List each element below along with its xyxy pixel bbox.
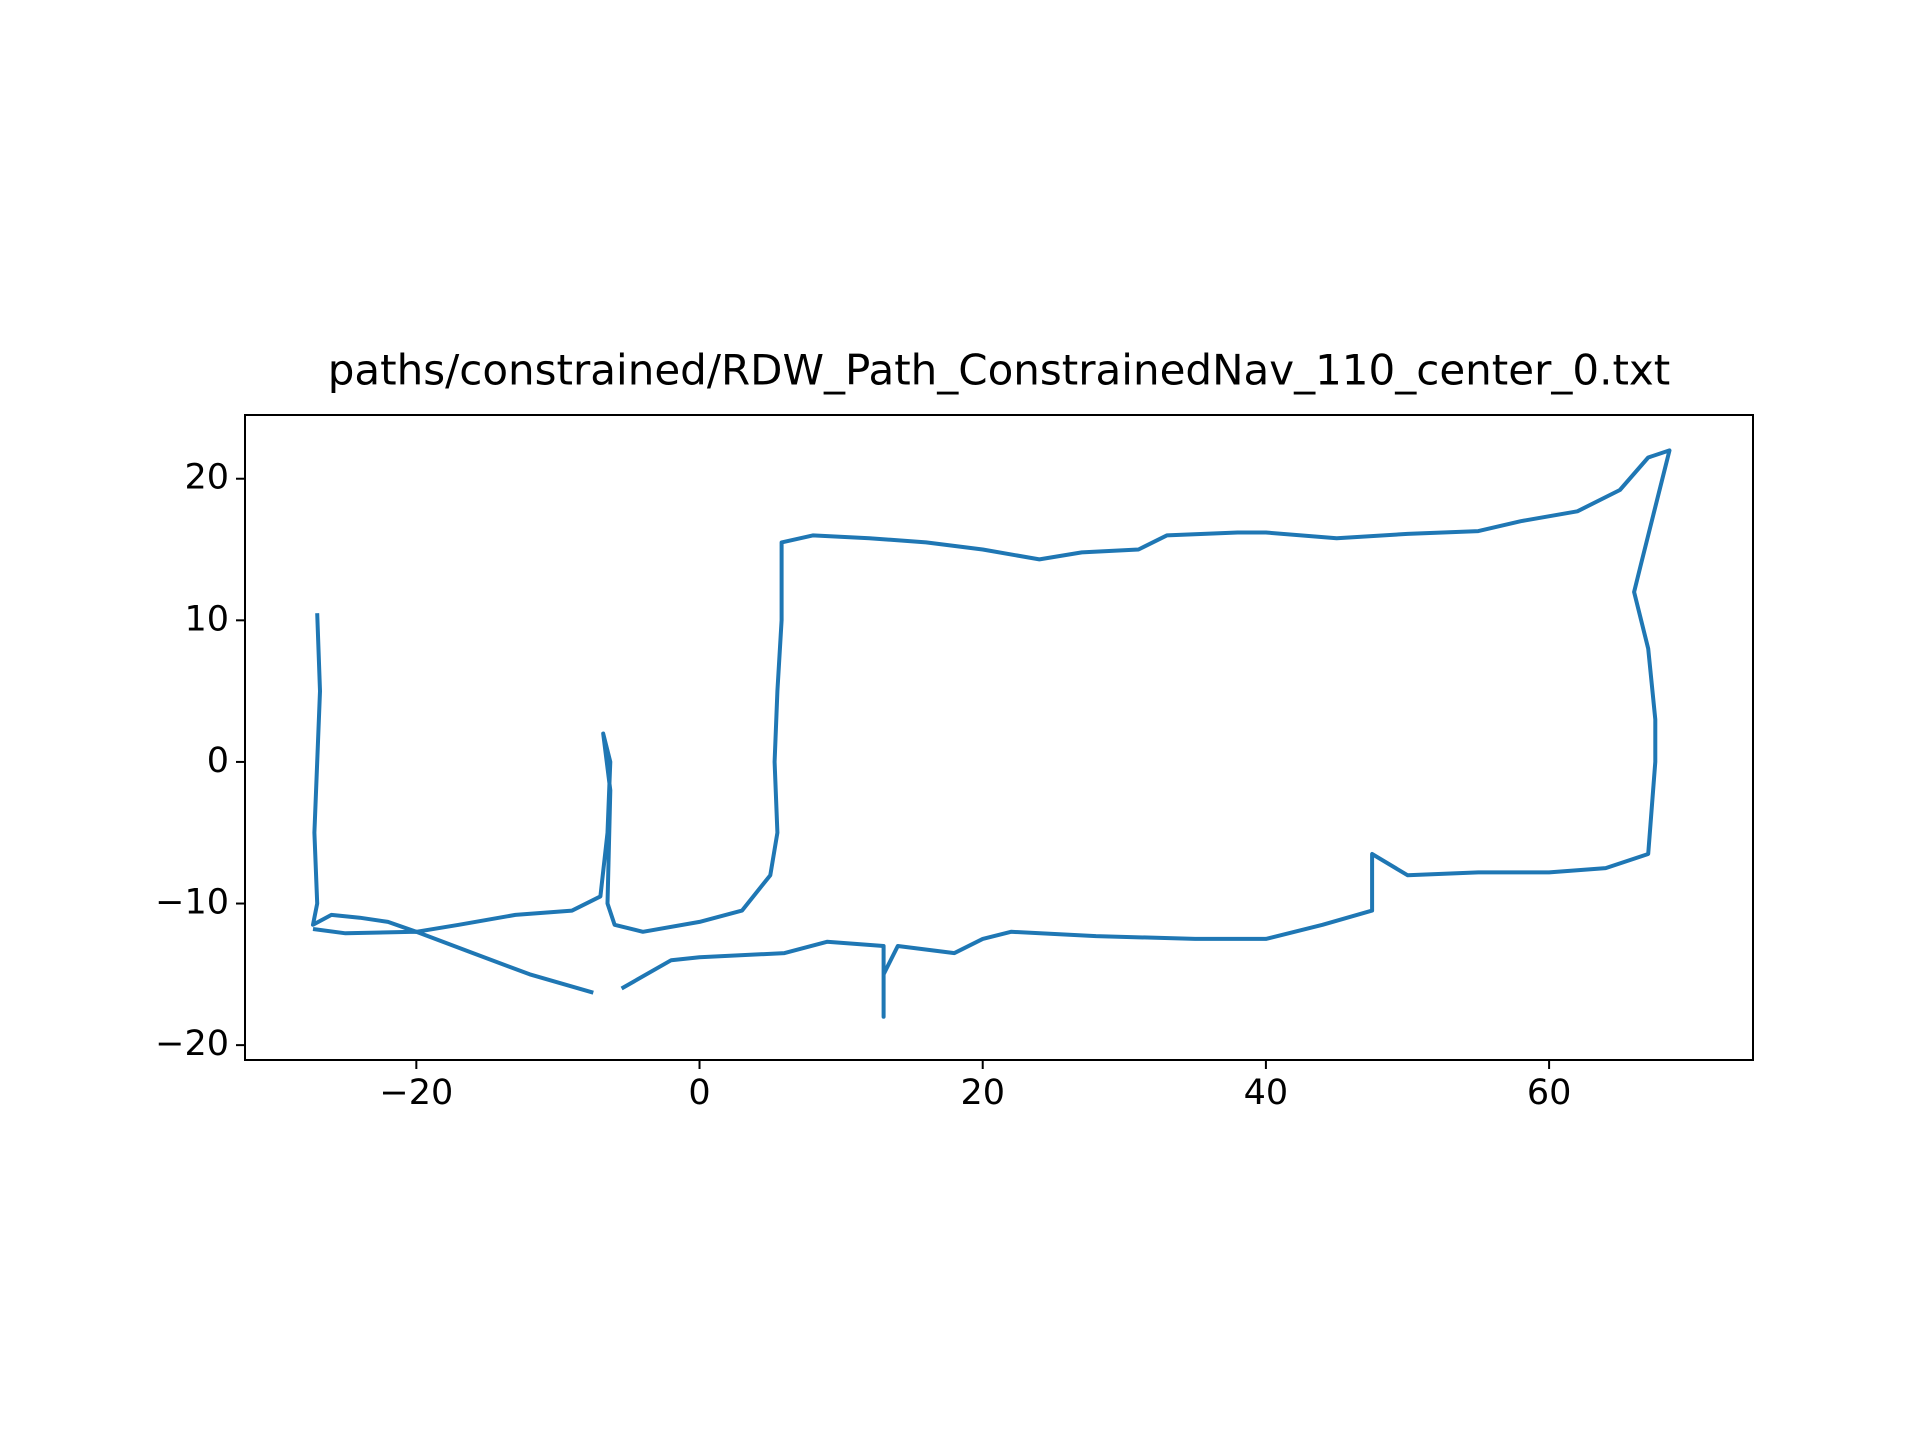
y-tick-label: −20 xyxy=(155,1024,229,1064)
arrow xyxy=(880,1031,896,1075)
arrow xyxy=(1685,407,1727,449)
arrow xyxy=(614,996,630,1040)
x-tick-label: 20 xyxy=(960,1073,1005,1113)
x-tick-label: −20 xyxy=(379,1073,453,1113)
x-tick-label: 0 xyxy=(688,1073,710,1113)
arrow xyxy=(777,541,793,585)
arrow xyxy=(727,538,774,572)
y-tick-label: 0 xyxy=(207,741,229,781)
x-tick-label: 40 xyxy=(1244,1073,1289,1113)
arrow xyxy=(1369,887,1416,918)
arrow xyxy=(785,952,829,968)
arrow xyxy=(549,710,596,738)
path-line xyxy=(312,927,594,995)
y-tick-label: −10 xyxy=(155,883,229,923)
x-tick-label: 60 xyxy=(1527,1073,1572,1113)
path-line xyxy=(311,448,1672,1019)
arrow xyxy=(293,573,321,620)
arrow xyxy=(266,924,310,940)
arrow xyxy=(339,662,383,678)
arrow xyxy=(952,916,999,944)
arrow xyxy=(1590,634,1634,650)
y-tick-label: 10 xyxy=(184,599,229,639)
arrow xyxy=(840,953,856,997)
arrow xyxy=(1354,800,1370,844)
chart-title: paths/constrained/RDW_Path_ConstrainedNa… xyxy=(328,346,1670,395)
plot-frame xyxy=(244,414,1754,1061)
arrow xyxy=(1576,577,1620,593)
arrow xyxy=(876,902,892,946)
y-tick-label: 20 xyxy=(184,458,229,498)
